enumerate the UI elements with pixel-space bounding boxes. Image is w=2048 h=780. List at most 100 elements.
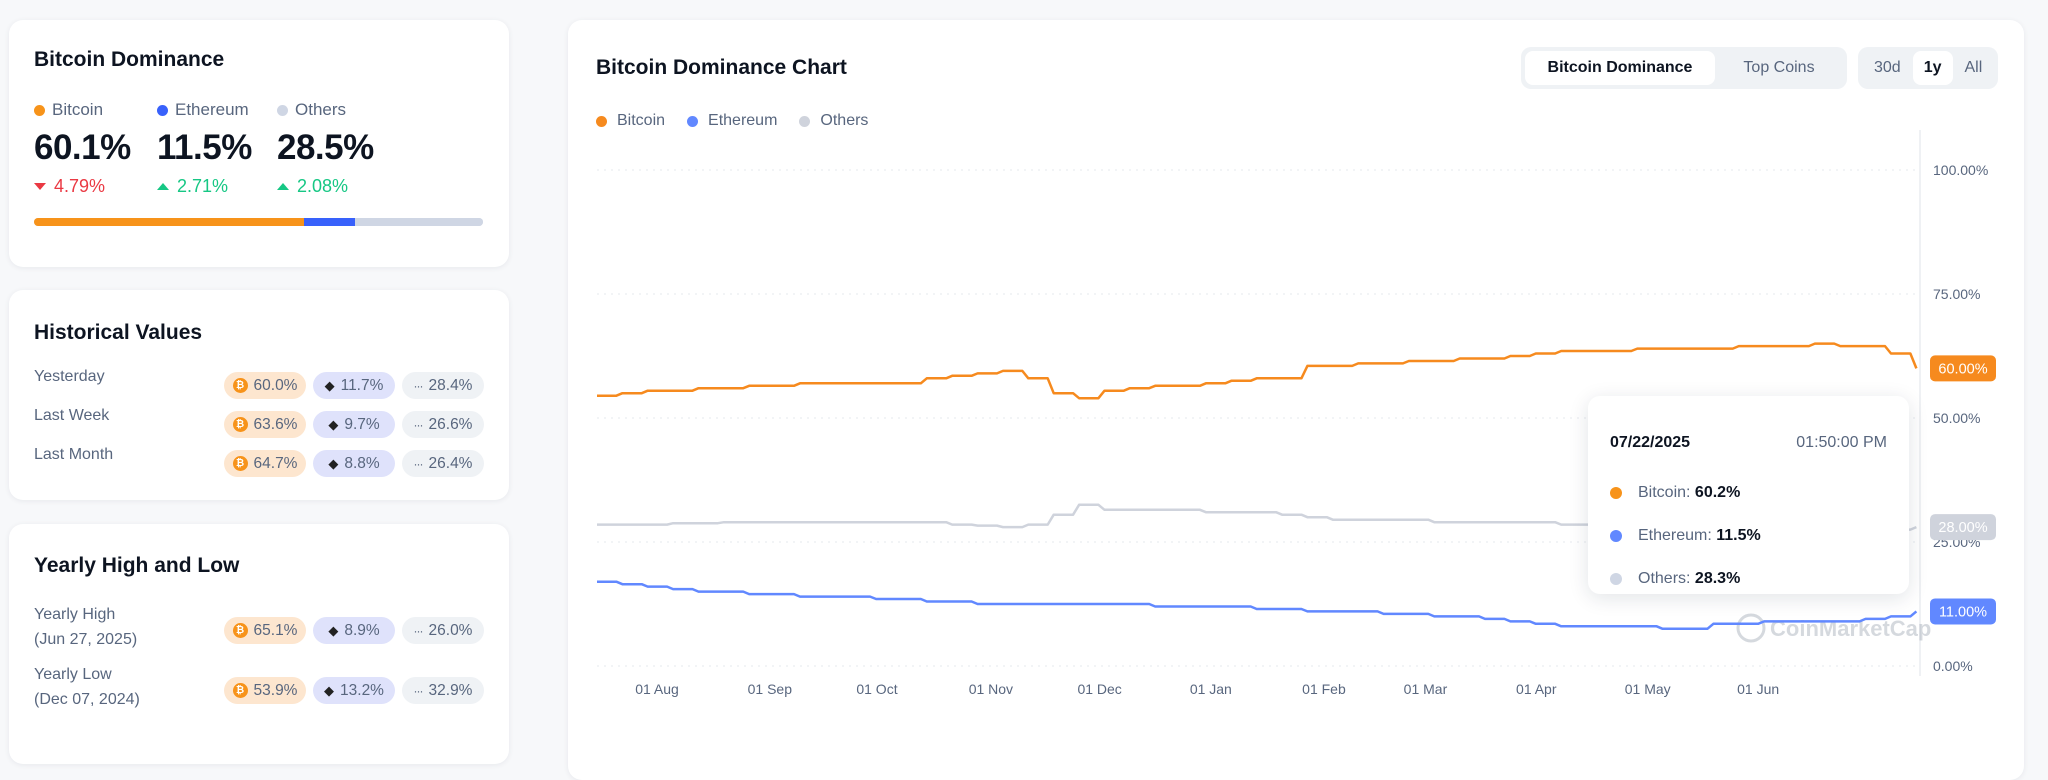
watermark: CoinMarketCap <box>1736 613 1931 643</box>
bitcoin-icon: ₿ <box>232 623 248 638</box>
dominance-bar-ethereum <box>303 218 356 226</box>
btc-pill: ₿ 65.1% <box>224 617 306 644</box>
row-date: (Jun 27, 2025) <box>34 631 138 648</box>
y-tick-label: 50.00% <box>1933 410 1980 426</box>
x-tick-label: 01 Sep <box>748 681 793 697</box>
change-value: 2.71% <box>177 176 229 196</box>
card-title: Bitcoin Dominance <box>34 48 225 71</box>
dominance-chart-card: Bitcoin Dominance Chart Bitcoin Dominanc… <box>568 20 2024 780</box>
legend-ethereum[interactable]: Ethereum <box>687 112 777 130</box>
history-row: Last Week ₿ 63.6% ◆ 9.7% ··· 26.6% <box>34 407 484 438</box>
legend-dot-icon <box>799 115 811 127</box>
tab-top-coins[interactable]: Top Coins <box>1743 59 1815 76</box>
btc-value: 63.6% <box>253 415 298 433</box>
btc-value: 64.7% <box>253 454 298 472</box>
last-value-label: 28.00% <box>1938 520 1987 536</box>
tooltip-row: Others: 28.3% <box>1610 570 1740 588</box>
eth-pill: ◆ 9.7% <box>313 411 395 438</box>
bitcoin-dot-icon <box>34 104 45 116</box>
ethereum-icon: ◆ <box>328 416 339 432</box>
watermark-text: CoinMarketCap <box>1770 616 1931 641</box>
btc-pill: ₿ 63.6% <box>224 411 306 438</box>
dominance-value: 60.1% <box>34 128 131 167</box>
btc-pill: ₿ 60.0% <box>224 372 306 399</box>
chart-tooltip: 07/22/2025 01:50:00 PM Bitcoin: 60.2% Eth… <box>1588 396 1909 594</box>
eth-value: 9.7% <box>344 415 380 433</box>
tooltip-label: Bitcoin: <box>1638 484 1691 501</box>
tab-bitcoin-dominance[interactable]: Bitcoin Dominance <box>1525 51 1715 85</box>
last-value-badge <box>1930 514 1996 541</box>
dominance-bitcoin: Bitcoin 60.1% 4.79% <box>34 100 131 197</box>
coin-label: Bitcoin <box>52 100 104 119</box>
x-tick-label: 01 Jan <box>1190 681 1232 697</box>
others-value: 26.0% <box>428 621 473 639</box>
range-30d[interactable]: 30d <box>1874 59 1901 76</box>
tooltip-time: 01:50:00 PM <box>1796 434 1887 451</box>
tooltip-row: Ethereum: 11.5% <box>1610 527 1761 545</box>
tooltip-label: Others: <box>1638 570 1691 587</box>
tooltip-date: 07/22/2025 <box>1610 434 1691 451</box>
y-tick-label: 0.00% <box>1933 658 1973 674</box>
dominance-bar-bitcoin <box>34 218 304 226</box>
row-date: (Dec 07, 2024) <box>34 691 140 708</box>
card-title: Yearly High and Low <box>34 554 240 577</box>
coin-label: Ethereum <box>175 100 249 119</box>
x-tick-label: 01 Mar <box>1404 681 1448 697</box>
others-pill: ··· 26.4% <box>402 450 484 477</box>
chart-title: Bitcoin Dominance Chart <box>596 56 847 79</box>
tooltip-value: 11.5% <box>1716 527 1761 544</box>
row-label: Last Month <box>34 446 114 463</box>
dominance-ethereum: Ethereum 11.5% 2.71% <box>157 100 252 197</box>
series-dot-icon <box>1610 530 1622 542</box>
tooltip-value: 60.2% <box>1694 484 1741 501</box>
others-pill: ··· 28.4% <box>402 372 484 399</box>
legend-dot-icon <box>596 115 607 127</box>
dominance-others: Others 28.5% 2.08% <box>277 100 374 197</box>
eth-pill: ◆ 8.8% <box>313 450 395 477</box>
dominance-bar <box>34 218 483 226</box>
ethereum-icon: ◆ <box>324 377 335 393</box>
change-value: 2.08% <box>297 176 349 196</box>
y-tick-label: 75.00% <box>1933 286 1980 302</box>
btc-value: 53.9% <box>253 681 298 699</box>
legend-others[interactable]: Others <box>799 112 868 130</box>
more-icon: ··· <box>413 378 424 393</box>
last-value-label: 11.00% <box>1939 604 1987 620</box>
tooltip-label: Ethereum: <box>1638 527 1712 544</box>
bitcoin-icon: ₿ <box>232 456 248 471</box>
others-pill: ··· 26.0% <box>402 617 484 644</box>
x-tick-label: 01 Apr <box>1516 681 1557 697</box>
x-tick-label: 01 Feb <box>1302 681 1346 697</box>
line-chart[interactable]: 0.00%25.00%50.00%75.00%100.00%01 Aug 01 S… <box>568 20 2024 760</box>
eth-value: 13.2% <box>340 681 384 699</box>
dominance-value: 11.5% <box>157 128 252 167</box>
eth-pill: ◆ 8.9% <box>313 617 395 644</box>
series-line-bitcoin[interactable] <box>597 342 1918 400</box>
coin-label: Others <box>295 100 347 119</box>
x-tick-label: 01 Oct <box>856 681 897 697</box>
card-title: Historical Values <box>34 321 203 344</box>
others-value: 32.9% <box>428 681 473 699</box>
series-dot-icon <box>1610 487 1622 499</box>
range-all[interactable]: All <box>1964 59 1983 76</box>
others-pill: ··· 32.9% <box>402 677 484 704</box>
series-line-ethereum[interactable] <box>597 580 1918 631</box>
ethereum-dot-icon <box>157 104 168 116</box>
more-icon: ··· <box>413 456 424 471</box>
others-value: 26.6% <box>428 415 473 433</box>
row-label: Yearly High <box>34 606 116 623</box>
range-1y[interactable]: 1y <box>1912 51 1953 85</box>
eth-value: 8.8% <box>344 454 380 472</box>
eth-pill: ◆ 13.2% <box>313 677 395 704</box>
legend-bitcoin[interactable]: Bitcoin <box>596 112 665 130</box>
ethereum-icon: ◆ <box>328 622 339 638</box>
history-row: Yesterday ₿ 60.0% ◆ 11.7% ··· 28.4% <box>34 368 484 399</box>
others-value: 26.4% <box>428 454 473 472</box>
x-tick-label: 01 May <box>1625 681 1671 697</box>
others-pill: ··· 26.6% <box>402 411 484 438</box>
yearly-row: Yearly High (Jun 27, 2025) ₿ 65.1% ◆ 8.9% ·… <box>34 606 484 656</box>
last-value-badge <box>1930 598 1996 625</box>
yearly-row: Yearly Low (Dec 07, 2024) ₿ 53.9% ◆ 13.2% ·… <box>34 666 484 716</box>
y-tick-label: 100.00% <box>1933 162 1988 178</box>
x-tick-label: 01 Nov <box>969 681 1013 697</box>
